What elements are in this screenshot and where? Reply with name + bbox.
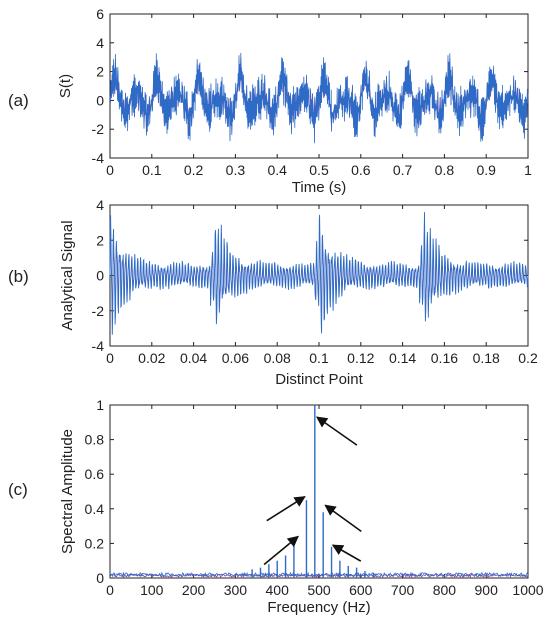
y-tick-label: -2: [92, 121, 105, 137]
x-tick-label: 0: [106, 582, 114, 598]
panel-label: (a): [8, 91, 29, 110]
x-tick-label: 0: [106, 162, 114, 178]
x-tick-label: 500: [307, 582, 331, 598]
x-axis-label: Time (s): [292, 179, 346, 196]
annotation-arrow: [331, 544, 362, 562]
x-tick-label: 0.18: [473, 350, 500, 366]
y-axis-label: Spectral Amplitude: [59, 429, 76, 554]
noise-floor-line: [109, 571, 529, 578]
x-tick-label: 0.06: [222, 350, 249, 366]
x-tick-label: 0.5: [309, 162, 329, 178]
panel-label: (c): [8, 480, 28, 499]
y-tick-label: 0: [96, 268, 104, 284]
x-tick-label: 700: [391, 582, 415, 598]
y-tick-label: 2: [96, 64, 104, 80]
plot-frame: [109, 13, 529, 159]
y-tick-label: 2: [96, 232, 104, 248]
x-tick-label: 0.7: [393, 162, 413, 178]
x-tick-label: 0.1: [142, 162, 162, 178]
x-tick-label: 0.2: [518, 350, 538, 366]
x-tick-label: 400: [266, 582, 290, 598]
x-tick-label: 1000: [512, 582, 543, 598]
plot-frame: [109, 404, 529, 579]
x-tick-label: 0: [106, 350, 114, 366]
x-tick-label: 0.2: [184, 162, 204, 178]
x-tick-label: 300: [224, 582, 248, 598]
y-tick-label: -4: [92, 150, 105, 166]
annotation-arrow: [315, 416, 358, 446]
y-tick-label: 0.4: [85, 501, 105, 517]
x-tick-label: 0.1: [309, 350, 329, 366]
annotation-arrow: [263, 535, 299, 566]
x-tick-label: 0.6: [351, 162, 371, 178]
y-tick-label: 0.2: [85, 535, 105, 551]
x-axis-label: Distinct Point: [275, 371, 363, 388]
panel-c: 0 100 200 300 400 500 600 700 800 900 1000 0 0.2 0.4 0…: [8, 397, 544, 616]
x-tick-label: 0.9: [476, 162, 496, 178]
x-tick-label: 0.12: [347, 350, 374, 366]
panel-label: (b): [8, 267, 29, 286]
y-tick-label: 4: [96, 197, 104, 213]
series-line: [109, 212, 529, 335]
y-tick-label: 0.8: [85, 432, 105, 448]
y-tick-label: 6: [96, 6, 104, 22]
x-tick-label: 0.08: [264, 350, 291, 366]
x-tick-label: 900: [475, 582, 499, 598]
x-tick-label: 200: [182, 582, 206, 598]
y-tick-label: 0: [96, 570, 104, 586]
y-tick-label: 0.6: [85, 466, 105, 482]
x-tick-label: 0.8: [435, 162, 455, 178]
y-tick-label: 1: [96, 397, 104, 413]
x-tick-label: 0.14: [389, 350, 416, 366]
annotation-arrow: [266, 496, 306, 522]
y-axis-label: Analytical Signal: [59, 220, 76, 330]
x-axis-label: Frequency (Hz): [267, 599, 370, 616]
x-tick-label: 0.3: [226, 162, 246, 178]
x-tick-label: 0.16: [431, 350, 458, 366]
y-tick-label: -4: [92, 338, 105, 354]
x-tick-label: 100: [140, 582, 164, 598]
x-tick-label: 0.04: [180, 350, 207, 366]
x-tick-label: 800: [433, 582, 457, 598]
y-tick-label: 0: [96, 92, 104, 108]
x-tick-label: 1: [524, 162, 532, 178]
series-line: [109, 52, 529, 144]
annotation-arrow: [324, 504, 362, 532]
y-tick-label: -2: [92, 303, 105, 319]
x-tick-label: 0.02: [138, 350, 165, 366]
x-tick-label: 600: [349, 582, 373, 598]
panel-a: 0 0.1 0.2 0.3 0.4 0.5 0.6 0.7 0.8 0.9 1 -4 -2 0 2 4 6 Tim…: [8, 6, 532, 196]
x-tick-label: 0.4: [267, 162, 287, 178]
y-tick-label: 4: [96, 35, 104, 51]
panel-b: 0 0.02 0.04 0.06 0.08 0.1 0.12 0.14 0.16 0.18 0.2 -…: [8, 197, 538, 388]
y-axis-label: S(t): [57, 74, 74, 98]
